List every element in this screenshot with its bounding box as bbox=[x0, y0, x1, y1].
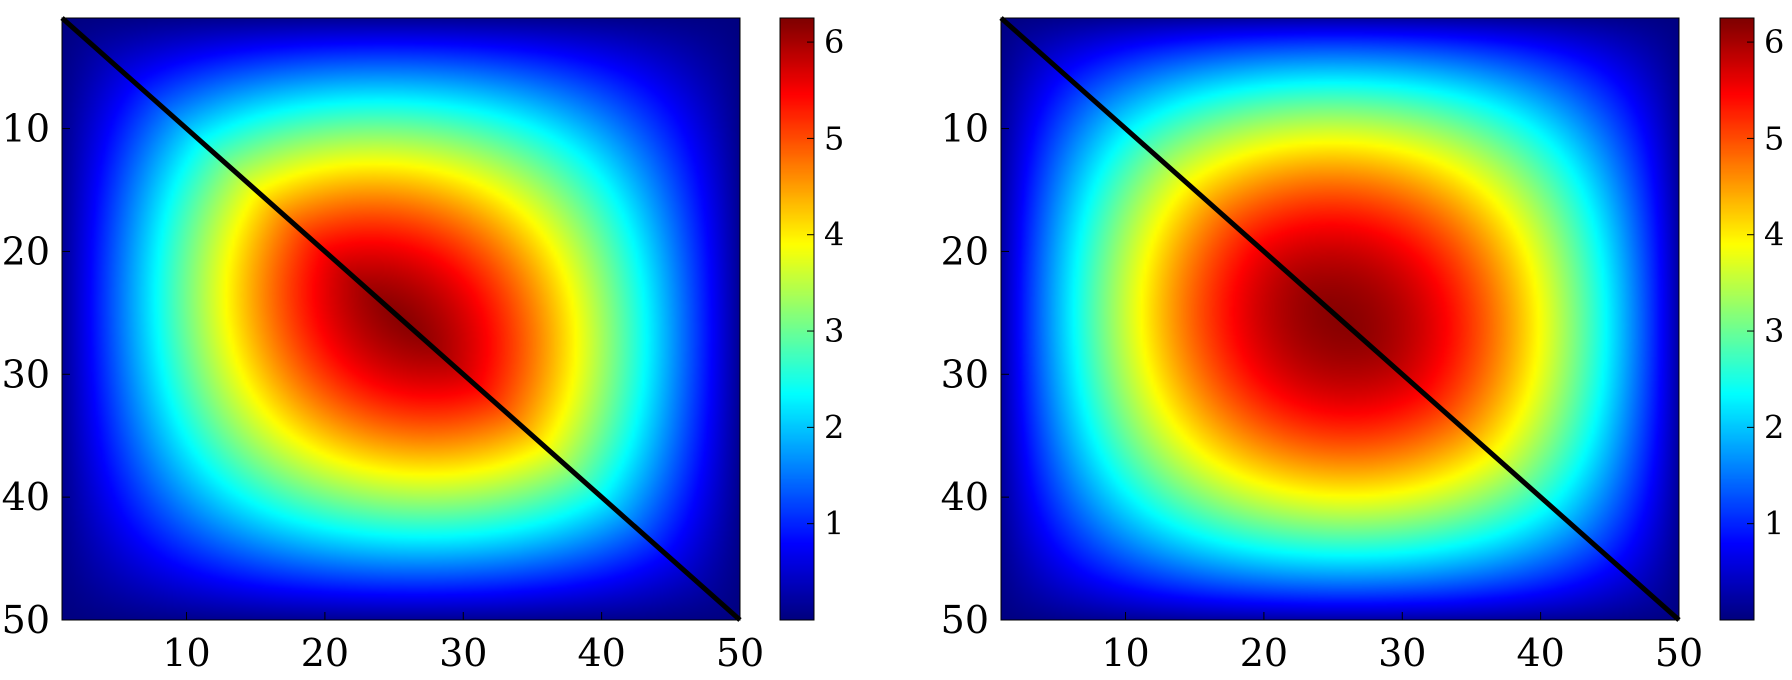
colorbar-tick-label: 3 bbox=[1764, 312, 1784, 350]
x-tick-label: 20 bbox=[1240, 631, 1288, 675]
colorbar-ticks-right: 1 2 3 4 5 6 bbox=[1747, 23, 1784, 543]
axes-frame-left bbox=[61, 17, 741, 621]
colorbar-tick-label: 4 bbox=[824, 216, 844, 254]
axes-frame-right bbox=[1000, 17, 1680, 621]
y-tick-label: 20 bbox=[2, 229, 50, 273]
y-ticks-right: 10 20 30 40 50 bbox=[941, 107, 1009, 642]
x-tick-label: 30 bbox=[1378, 631, 1426, 675]
y-tick-label: 40 bbox=[2, 475, 50, 519]
colorbar-tick-label: 2 bbox=[1764, 408, 1784, 446]
y-ticks-left: 10 20 30 40 50 bbox=[2, 107, 70, 642]
x-ticks-left: 10 20 30 40 50 bbox=[162, 612, 764, 675]
y-tick-label: 20 bbox=[941, 229, 989, 273]
colorbar-tick-label: 6 bbox=[1764, 23, 1784, 61]
colorbar-ticks-left: 1 2 3 4 5 6 bbox=[807, 23, 844, 543]
y-tick-label: 40 bbox=[941, 475, 989, 519]
colorbar-frame-right bbox=[1719, 17, 1755, 621]
colorbar-tick-label: 6 bbox=[824, 23, 844, 61]
y-tick-label: 50 bbox=[2, 598, 50, 642]
colorbar-tick-label: 5 bbox=[1764, 119, 1784, 157]
x-tick-label: 50 bbox=[1655, 631, 1703, 675]
y-tick-label: 10 bbox=[941, 107, 989, 151]
colorbar-tick-label: 2 bbox=[824, 408, 844, 446]
x-tick-label: 20 bbox=[301, 631, 349, 675]
x-tick-label: 50 bbox=[716, 631, 764, 675]
colorbar-gradient-right bbox=[1720, 18, 1754, 620]
y-tick-label: 10 bbox=[2, 107, 50, 151]
x-tick-label: 30 bbox=[439, 631, 487, 675]
diagonal-line-right bbox=[999, 16, 1681, 622]
x-ticks-right: 10 20 30 40 50 bbox=[1101, 612, 1703, 675]
colorbar-frame-left bbox=[779, 17, 815, 621]
y-tick-label: 30 bbox=[941, 352, 989, 396]
colorbar-tick-label: 5 bbox=[824, 119, 844, 157]
y-tick-label: 30 bbox=[2, 352, 50, 396]
colorbar-left: 1 2 3 4 5 6 bbox=[779, 17, 844, 621]
colorbar-gradient-left bbox=[780, 18, 814, 620]
colorbar-tick-label: 1 bbox=[1764, 505, 1784, 543]
colorbar-tick-label: 4 bbox=[1764, 216, 1784, 254]
y-tick-label: 50 bbox=[941, 598, 989, 642]
colorbar-right: 1 2 3 4 5 6 bbox=[1719, 17, 1784, 621]
chart-right: 10 20 30 40 50 10 20 30 40 50 1 2 3 4 5 6 bbox=[941, 16, 1784, 675]
chart-left: 10 20 30 40 50 10 20 30 40 50 1 2 3 4 5 6 bbox=[2, 16, 844, 675]
colorbar-tick-label: 1 bbox=[824, 505, 844, 543]
colorbar-tick-label: 3 bbox=[824, 312, 844, 350]
x-tick-label: 10 bbox=[162, 631, 210, 675]
x-tick-label: 40 bbox=[1516, 631, 1564, 675]
x-tick-label: 40 bbox=[577, 631, 625, 675]
x-tick-label: 10 bbox=[1101, 631, 1149, 675]
diagonal-line-left bbox=[60, 16, 742, 622]
